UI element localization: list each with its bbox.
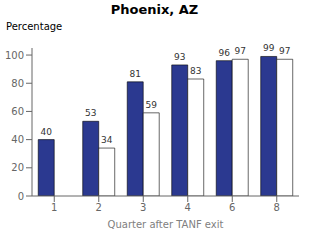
svg-text:40: 40 xyxy=(41,127,53,137)
svg-text:0: 0 xyxy=(18,191,24,202)
html-text:Phoenix, AZ: Phoenix, AZ xyxy=(110,2,199,17)
svg-text:2: 2 xyxy=(96,202,102,213)
svg-text:1: 1 xyxy=(51,202,57,213)
svg-text:4: 4 xyxy=(185,202,191,213)
svg-text:20: 20 xyxy=(11,162,24,173)
svg-text:93: 93 xyxy=(174,52,185,62)
html-text:Percentage: Percentage xyxy=(6,21,63,32)
svg-text:83: 83 xyxy=(190,66,201,76)
svg-text:97: 97 xyxy=(279,46,290,56)
svg-text:40: 40 xyxy=(11,134,24,145)
svg-text:Quarter after TANF exit: Quarter after TANF exit xyxy=(108,219,224,230)
svg-text:8: 8 xyxy=(274,202,280,213)
svg-text:96: 96 xyxy=(219,48,231,58)
svg-text:100: 100 xyxy=(8,50,24,61)
svg-text:80: 80 xyxy=(11,78,24,89)
svg-text:97: 97 xyxy=(235,46,246,56)
svg-text:6: 6 xyxy=(229,202,235,213)
svg-text:34: 34 xyxy=(101,135,113,145)
svg-text:99: 99 xyxy=(263,43,275,53)
svg-text:60: 60 xyxy=(11,106,24,117)
svg-text:59: 59 xyxy=(146,100,158,110)
svg-text:81: 81 xyxy=(130,69,141,79)
svg-text:53: 53 xyxy=(85,108,96,118)
svg-text:3: 3 xyxy=(140,202,146,213)
